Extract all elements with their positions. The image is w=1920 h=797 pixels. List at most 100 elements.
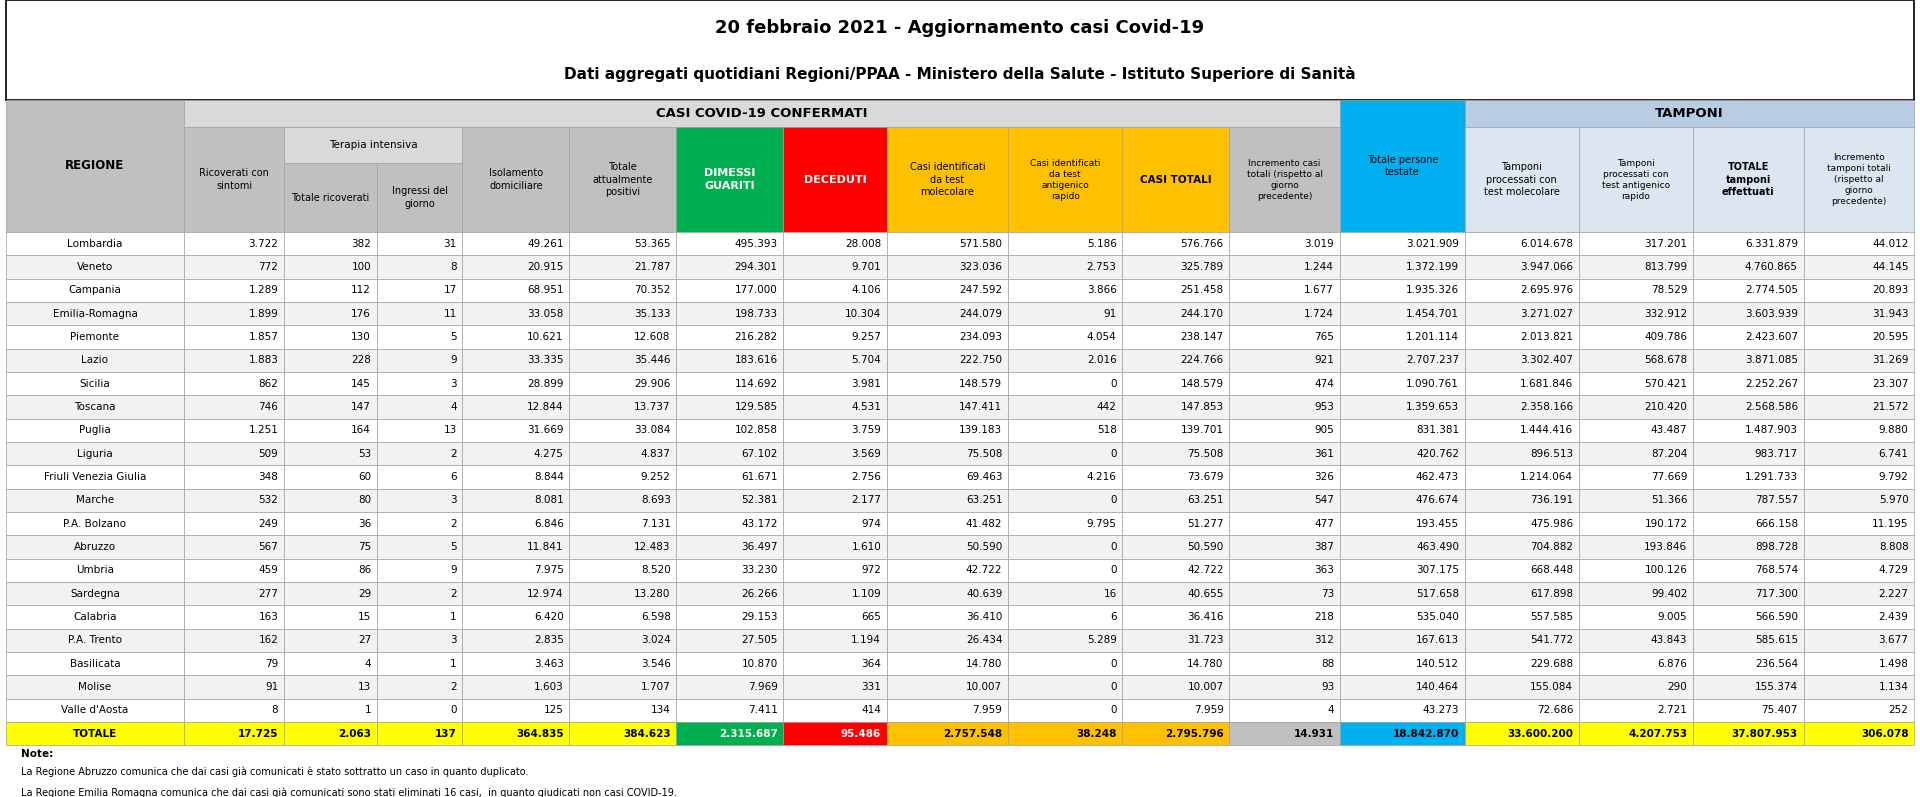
Text: 2: 2 <box>449 588 457 599</box>
Text: 1.291.733: 1.291.733 <box>1745 472 1797 482</box>
Bar <box>570 302 676 325</box>
Text: 0: 0 <box>1110 682 1117 692</box>
Text: Basilicata: Basilicata <box>69 658 121 669</box>
Bar <box>1008 698 1123 722</box>
Bar <box>1465 372 1578 395</box>
Bar <box>570 279 676 302</box>
Text: 5.704: 5.704 <box>851 355 881 365</box>
Text: 9.701: 9.701 <box>851 262 881 272</box>
Bar <box>184 605 284 629</box>
Bar <box>1578 559 1693 582</box>
Text: 331: 331 <box>862 682 881 692</box>
Bar <box>1008 675 1123 698</box>
Text: 1.444.416: 1.444.416 <box>1521 426 1572 435</box>
Text: 312: 312 <box>1315 635 1334 646</box>
Bar <box>676 279 783 302</box>
Text: 163: 163 <box>259 612 278 622</box>
Text: 2.013.821: 2.013.821 <box>1521 332 1572 342</box>
Text: 566.590: 566.590 <box>1755 612 1797 622</box>
Text: 570.421: 570.421 <box>1644 379 1688 389</box>
Bar <box>1803 675 1914 698</box>
Text: 2.063: 2.063 <box>338 728 371 739</box>
Bar <box>1693 629 1803 652</box>
Text: 86: 86 <box>357 565 371 575</box>
Bar <box>783 465 887 489</box>
Bar <box>284 395 376 418</box>
Text: 772: 772 <box>259 262 278 272</box>
Bar <box>1803 372 1914 395</box>
Text: 4: 4 <box>1327 705 1334 715</box>
Bar <box>783 348 887 372</box>
Bar <box>1693 722 1803 745</box>
Bar <box>376 722 463 745</box>
Text: 420.762: 420.762 <box>1417 449 1459 458</box>
Bar <box>1803 418 1914 442</box>
Text: 9: 9 <box>449 355 457 365</box>
Bar <box>1123 348 1229 372</box>
Text: 896.513: 896.513 <box>1530 449 1572 458</box>
Text: 459: 459 <box>259 565 278 575</box>
Text: 9.257: 9.257 <box>851 332 881 342</box>
Text: 414: 414 <box>862 705 881 715</box>
Text: 26.434: 26.434 <box>966 635 1002 646</box>
Text: 4.531: 4.531 <box>851 402 881 412</box>
Bar <box>1803 582 1914 605</box>
Bar <box>570 536 676 559</box>
Bar <box>284 512 376 536</box>
Bar <box>887 489 1008 512</box>
Bar <box>1229 395 1340 418</box>
Text: 28.899: 28.899 <box>528 379 564 389</box>
Text: TOTALE: TOTALE <box>73 728 117 739</box>
Bar <box>463 489 570 512</box>
Text: 100: 100 <box>351 262 371 272</box>
Text: 3.947.066: 3.947.066 <box>1521 262 1572 272</box>
Text: 567: 567 <box>259 542 278 552</box>
Bar <box>1465 302 1578 325</box>
Bar <box>284 442 376 465</box>
Text: 72.686: 72.686 <box>1536 705 1572 715</box>
Text: 2: 2 <box>449 519 457 528</box>
Text: 12.483: 12.483 <box>634 542 670 552</box>
Bar <box>463 512 570 536</box>
Text: 4: 4 <box>449 402 457 412</box>
Bar <box>1340 605 1465 629</box>
Bar <box>1229 536 1340 559</box>
Text: 148.579: 148.579 <box>1181 379 1223 389</box>
Text: 3.759: 3.759 <box>851 426 881 435</box>
Bar <box>570 652 676 675</box>
Text: 5.289: 5.289 <box>1087 635 1117 646</box>
Text: 547: 547 <box>1315 495 1334 505</box>
Text: 29: 29 <box>357 588 371 599</box>
Bar <box>1229 279 1340 302</box>
Text: 2.568.586: 2.568.586 <box>1745 402 1797 412</box>
Bar <box>887 512 1008 536</box>
Text: Umbria: Umbria <box>77 565 113 575</box>
Bar <box>1803 302 1914 325</box>
Text: 53.365: 53.365 <box>634 238 670 249</box>
Text: 69.463: 69.463 <box>966 472 1002 482</box>
Text: 31: 31 <box>444 238 457 249</box>
Bar <box>463 465 570 489</box>
Text: 665: 665 <box>862 612 881 622</box>
Bar <box>570 348 676 372</box>
Text: 210.420: 210.420 <box>1644 402 1688 412</box>
Bar <box>1340 582 1465 605</box>
Text: 717.300: 717.300 <box>1755 588 1797 599</box>
Text: 409.786: 409.786 <box>1644 332 1688 342</box>
Text: 13: 13 <box>444 426 457 435</box>
Text: 1: 1 <box>449 612 457 622</box>
Bar <box>1340 100 1465 232</box>
Bar <box>1008 559 1123 582</box>
Text: 31.723: 31.723 <box>1187 635 1223 646</box>
Bar <box>463 698 570 722</box>
Text: 6.331.879: 6.331.879 <box>1745 238 1797 249</box>
Bar <box>6 652 184 675</box>
Bar <box>1693 536 1803 559</box>
Text: Totale persone
testate: Totale persone testate <box>1367 155 1438 177</box>
Text: 13: 13 <box>357 682 371 692</box>
Text: 768.574: 768.574 <box>1755 565 1797 575</box>
Bar <box>1008 128 1123 232</box>
Text: Piemonte: Piemonte <box>71 332 119 342</box>
Bar <box>783 372 887 395</box>
Bar <box>676 348 783 372</box>
